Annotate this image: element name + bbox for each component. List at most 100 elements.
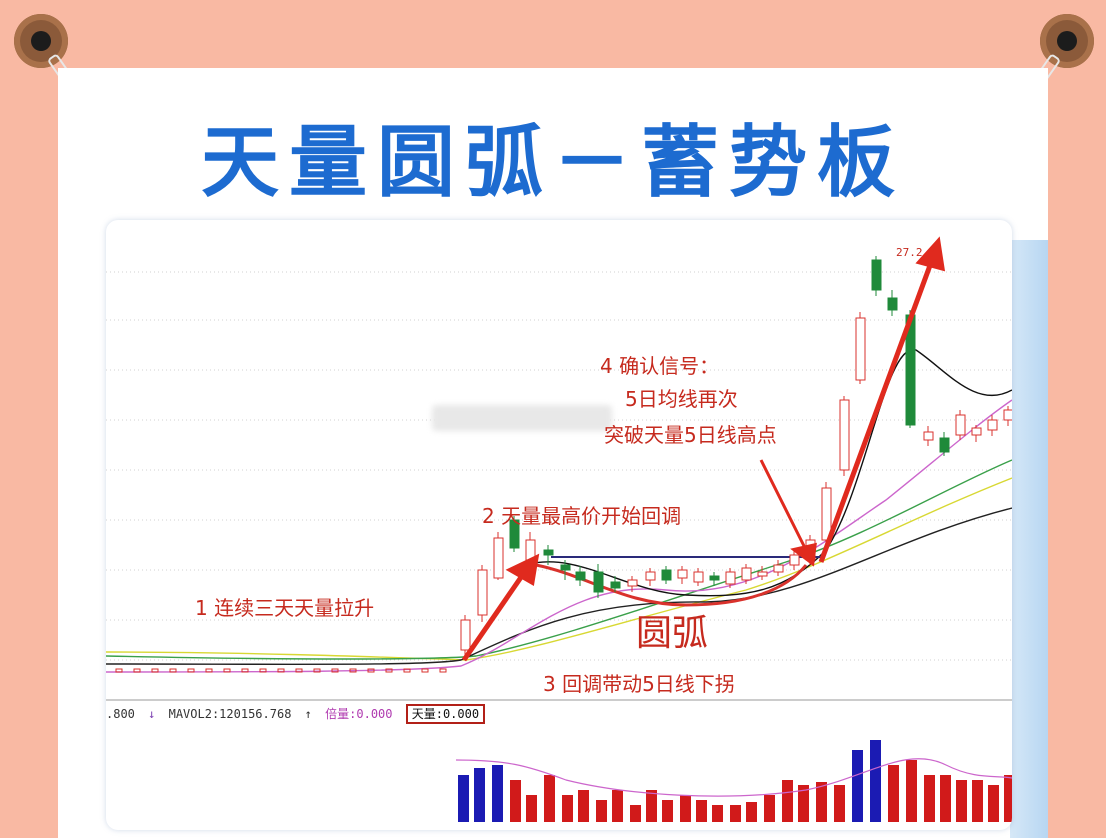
volume-bar [680,795,691,822]
volume-bar [612,790,623,822]
candle [939,437,950,453]
blurred-watermark [432,405,612,431]
candle [460,619,471,651]
candle [115,668,123,673]
candle [223,668,231,673]
annotation-step3: 3 回调带动5日线下拐 [543,672,735,696]
candle [773,564,784,573]
beiliang-value: 倍量:0.000 [325,707,393,721]
volume-bar [630,805,641,822]
volume-bar [696,800,707,822]
arc-label: 圆弧 [636,613,709,654]
candle [971,427,982,436]
candle [1003,409,1012,421]
candle [855,317,866,381]
chart-svg [106,236,1012,822]
volume-bar [956,780,967,822]
candle [493,537,504,579]
up-arrow-icon: ↑ [304,707,312,721]
volume-bar [924,775,935,822]
pin-right [1040,14,1094,68]
volume-bar [646,790,657,822]
volume-bar [510,780,521,822]
annotation-step4-line1: 4 确认信号： [600,354,720,378]
annotation-step4-line2: 5日均线再次 [625,387,738,411]
annotation-step2: 2 天量最高价开始回调 [482,504,682,528]
tianliang-value: 天量:0.000 [405,704,486,724]
candle [923,431,934,441]
volume-indicator-bar: .800 ↓ MAVOL2:120156.768 ↑ 倍量:0.000 天量:0… [106,704,1012,725]
ma-lines [106,349,1012,673]
annotation-step1: 1 连续三天天量拉升 [195,596,375,620]
volume-bar [764,795,775,822]
volume-bar [562,795,573,822]
candle [313,668,321,673]
candle [725,571,736,585]
candle [709,575,720,581]
ma-line-mid [106,459,1012,660]
volume-bar [492,765,503,822]
down-arrow-icon: ↓ [148,707,156,721]
volume-bar [816,782,827,822]
candle [593,571,604,593]
volume-bar [852,750,863,822]
price-high-label: 27.2 [896,246,923,259]
volume-bar [906,760,917,822]
candle [421,668,429,673]
ma-line-pink [106,399,1012,673]
volume-bar [596,800,607,822]
volume-bar [474,768,485,822]
candle [627,579,638,587]
volume-bar [544,775,555,822]
volume-bar [940,775,951,822]
candle [543,549,554,556]
volume-bar [1004,775,1012,822]
volume-bars [458,740,1012,822]
volume-bar [730,805,741,822]
candle [871,259,882,291]
candle [439,668,447,673]
candle [169,668,177,673]
volume-bar [870,740,881,822]
candle [187,668,195,673]
candle [661,569,672,581]
volume-ma-line [455,758,1012,797]
candle [295,668,303,673]
ma-line-long [106,477,1012,661]
candle [955,414,966,436]
board-edge [1010,240,1048,838]
candle [741,567,752,581]
volume-bar [972,780,983,822]
candle [205,668,213,673]
candle [887,297,898,311]
candle [241,668,249,673]
candle [151,668,159,673]
volume-bar [712,805,723,822]
annotation-step4-line3: 突破天量5日线高点 [604,423,777,447]
candle [757,571,768,577]
candle [560,564,571,571]
volume-bar [988,785,999,822]
mavol2-value: MAVOL2:120156.768 [168,707,292,721]
volume-bar [526,795,537,822]
candle [477,569,488,616]
candle [645,571,656,581]
pin-left [14,14,68,68]
ma-line-dark [106,507,1012,666]
candle [367,668,375,673]
candle [610,581,621,589]
candle [575,571,586,581]
candle [277,668,285,673]
candle [403,668,411,673]
volume-bar [834,785,845,822]
volume-bar [578,790,589,822]
candle [133,668,141,673]
candle [385,668,393,673]
volume-bar [458,775,469,822]
indicator-partial: .800 [106,707,135,721]
volume-bar [746,802,757,822]
stock-chart: 27.2 .800 ↓ MAVOL2:120156.768 ↑ 倍量:0.000… [106,220,1012,830]
candle [259,668,267,673]
candle [789,554,800,566]
volume-bar [888,765,899,822]
